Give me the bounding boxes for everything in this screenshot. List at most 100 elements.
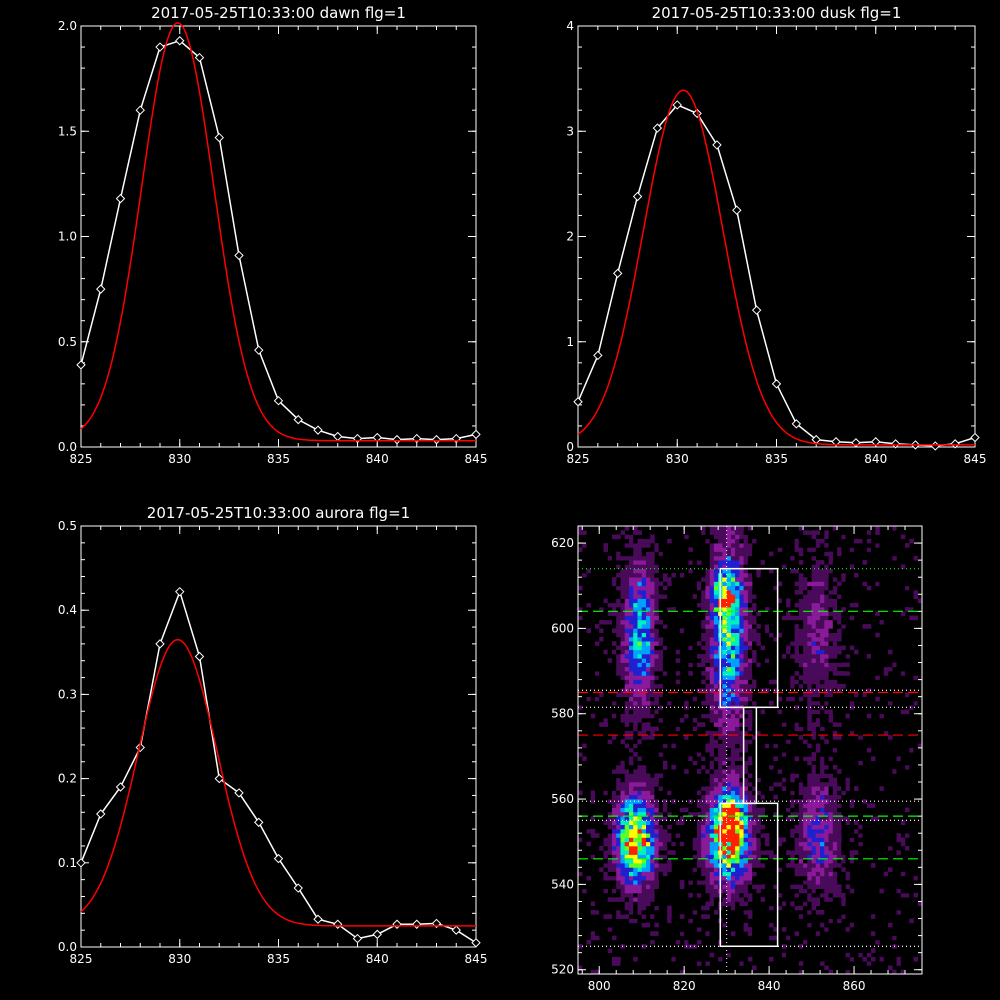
data-point (115, 782, 126, 792)
heatmap-cell (637, 688, 642, 693)
heatmap-cell (650, 858, 655, 864)
heatmap-cell (624, 658, 630, 663)
heatmap-cell (612, 735, 617, 740)
heatmap-cell (815, 624, 821, 629)
heatmap-cell (629, 807, 634, 813)
heatmap-cell (892, 841, 897, 847)
heatmap-cell (781, 730, 787, 736)
heatmap-cell (760, 935, 766, 941)
heatmap-cell (803, 624, 808, 629)
heatmap-cell (837, 892, 842, 898)
heatmap-cell (735, 837, 740, 843)
heatmap-cell (616, 905, 621, 911)
heatmap-cell (641, 790, 647, 796)
heatmap-cell (811, 811, 817, 817)
heatmap-cell (909, 607, 914, 612)
heatmap-cell (658, 692, 664, 697)
heatmap-cell (917, 794, 923, 800)
heatmap-cell (824, 918, 829, 924)
heatmap-cell (828, 598, 834, 604)
heatmap-cell (620, 641, 625, 646)
heatmap-cell (815, 867, 821, 872)
heatmap-cell (662, 961, 668, 966)
heatmap-cell (641, 773, 647, 779)
heatmap-cell (786, 888, 791, 894)
heatmap-cell (616, 841, 621, 847)
heatmap-cell (726, 607, 732, 612)
heatmap-cell (722, 730, 727, 736)
heatmap-cell (807, 628, 812, 633)
heatmap-cell (739, 739, 744, 744)
heatmap-cell (815, 654, 821, 659)
heatmap-cell (650, 888, 655, 894)
heatmap-cell (828, 624, 834, 629)
heatmap-cell (811, 850, 817, 855)
heatmap-cell (841, 645, 846, 651)
heatmap-cell (705, 948, 710, 953)
heatmap-cell (756, 867, 761, 872)
heatmap-cell (646, 632, 651, 638)
heatmap-cell (612, 777, 617, 783)
heatmap-cell (879, 598, 884, 604)
heatmap-cell (760, 773, 766, 779)
heatmap-cell (578, 628, 583, 633)
heatmap-cell (760, 786, 766, 791)
heatmap-cell (756, 773, 761, 779)
heatmap-cell (650, 649, 655, 655)
heatmap-cell (913, 786, 918, 791)
heatmap-cell (781, 854, 787, 860)
heatmap-cell (578, 675, 583, 680)
heatmap-cell (726, 722, 732, 727)
heatmap-cell (747, 786, 753, 791)
heatmap-cell (786, 739, 791, 744)
heatmap-cell (807, 602, 812, 608)
heatmap-cell (722, 598, 727, 604)
heatmap-cell (726, 615, 732, 621)
heatmap-cell (646, 735, 651, 740)
heatmap-cell (854, 760, 859, 766)
heatmap-cell (824, 816, 829, 821)
heatmap-cell (905, 735, 910, 740)
heatmap-cell (909, 824, 914, 830)
heatmap-cell (633, 756, 638, 761)
heatmap-cell (701, 850, 706, 855)
heatmap-cell (752, 833, 757, 838)
heatmap-cell (832, 636, 838, 642)
heatmap-cell (777, 662, 783, 668)
heatmap-cell (807, 922, 812, 928)
heatmap-cell (654, 760, 659, 766)
heatmap-cell (735, 730, 740, 736)
heatmap-cell (769, 624, 774, 629)
x-tick-label: 830 (666, 452, 689, 466)
heatmap-cell (811, 841, 817, 847)
heatmap-cell (735, 752, 740, 757)
heatmap-cell (769, 807, 774, 813)
heatmap-cell (790, 683, 795, 689)
heatmap-cell (752, 846, 757, 851)
heatmap-cell (832, 705, 838, 710)
heatmap-cell (616, 961, 621, 966)
heatmap-cell (892, 948, 897, 953)
heatmap-cell (586, 875, 591, 881)
heatmap-cell (790, 935, 795, 941)
heatmap-cell (616, 594, 621, 599)
heatmap-cell (658, 649, 664, 655)
heatmap-cell (722, 875, 727, 881)
heatmap-cell (837, 726, 842, 732)
heatmap-cell (726, 901, 732, 907)
heatmap-cell (896, 833, 901, 838)
heatmap-cell (650, 931, 655, 936)
heatmap-cell (620, 666, 625, 672)
heatmap-cell (641, 880, 647, 885)
heatmap-cell (764, 607, 770, 612)
heatmap-cell (900, 624, 906, 629)
heatmap-cell (595, 777, 600, 783)
heatmap-cell (777, 892, 783, 898)
heatmap-cell (607, 927, 613, 932)
heatmap-cell (820, 824, 825, 830)
heatmap-cell (820, 773, 825, 779)
heatmap-cell (815, 747, 821, 753)
heatmap-cell (637, 841, 642, 847)
heatmap-cell (709, 811, 715, 817)
heatmap-cell (735, 683, 740, 689)
